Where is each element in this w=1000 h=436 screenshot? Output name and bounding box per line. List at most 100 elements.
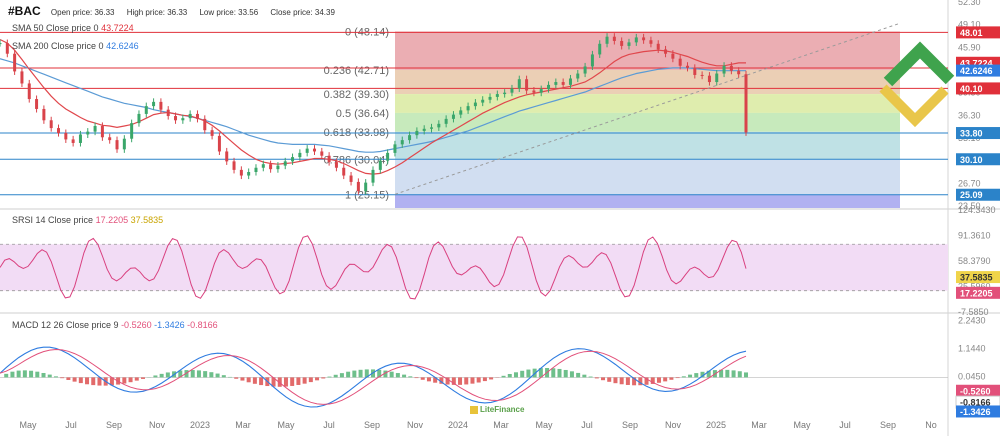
macd-tick-1: 1.1440 [958,343,986,353]
candle-body [598,43,602,55]
watermark-text: LiteFinance [480,405,525,414]
candle-body [261,164,265,168]
candle-body [57,128,61,134]
srsi-tag-1: 17.2205 [956,286,1000,299]
macd-hist-bar [383,370,388,378]
level-tag-5-text: 25.09 [960,190,983,200]
macd-hist-bar [308,377,313,383]
macd-hist-bar [78,377,83,384]
candle-body [437,123,441,128]
candle-body [254,167,258,172]
macd-hist-bar [35,371,40,378]
price-tick-7: 23.50 [958,201,981,211]
macd-hist-bar [625,377,630,385]
macd-hist-bar [513,372,518,378]
legend-macd: MACD 12 26 Close price 9 -0.5260 -1.3426… [12,320,218,330]
macd-hist-bar [669,377,674,380]
macd-hist-bar [737,371,742,378]
srsi-value-1: 17.2205 [95,215,129,225]
x-tick-20: Sep [880,420,896,430]
candle-body [13,53,17,72]
macd-hist-bar [327,376,332,378]
candle-body [510,88,514,93]
candle-body [27,83,31,100]
macd-hist-bar [482,377,487,382]
macd-hist-bar [744,372,748,378]
macd-hist-bar [66,377,71,380]
macd-hist-bar [650,377,655,384]
candle-body [671,53,675,59]
macd-hist-bar [464,377,469,385]
logo-chevron-yellow [879,84,949,128]
macd-hist-bar [489,377,494,380]
candle-body [188,113,192,119]
macd-hist-bar [601,377,606,381]
candle-body [568,78,572,85]
srsi-tag-bg [956,286,1000,299]
candle-body [144,106,148,114]
macd-hist-bar [613,377,618,384]
macd-hist-bar [470,377,475,384]
macd-hist-bar [694,373,699,378]
sma50-label: SMA 50 Close price 0 [12,23,99,33]
legend-sma200: SMA 200 Close price 0 42.6246 [12,41,139,51]
x-tick-6: May [277,420,295,430]
x-tick-5: Mar [235,420,251,430]
candle-body [42,108,46,121]
macd-hist-bar [563,369,568,378]
candle-body [0,43,2,45]
macd-hist-bar [663,377,668,382]
macd-hist-bar [588,376,593,378]
macd-hist-bar [41,372,46,378]
candle-body [473,102,477,107]
close-price: Close price: 34.39 [270,8,335,17]
srsi-line [0,235,747,300]
candle-body [152,101,156,107]
candle-body [408,135,412,141]
level-tag-2: 40.10 [956,82,1000,95]
x-tick-7: Jul [323,420,335,430]
macd-hist-bar [389,371,394,378]
level-tag-3: 33.80 [956,127,1000,140]
level-tag-5: 25.09 [956,188,1000,201]
logo-chevron-green [883,41,955,87]
candle-body [649,40,653,44]
macd-hist-bar [277,377,282,387]
candle-body [503,92,507,95]
x-tick-15: Nov [665,420,682,430]
x-tick-19: Jul [839,420,851,430]
candle-body [561,82,565,85]
macd-hist-bar [315,377,320,381]
macd-hist-bar [109,377,114,386]
candle-body [327,155,331,163]
macd-hist-bar [700,371,705,378]
macd-tag-bg [956,384,1000,397]
candle-body [517,79,521,89]
srsi-tick-2: 58.3790 [958,256,991,266]
macd-hist-bar [234,377,239,379]
candle-body [700,74,704,76]
macd-hist-bar [10,371,15,378]
price-tick-2: 45.90 [958,42,981,52]
candle-body [64,133,68,140]
candle-body [415,130,419,136]
level-tag-3-text: 33.80 [960,129,983,139]
x-tick-9: Nov [407,420,424,430]
candle-body [495,94,499,97]
candle-body [605,36,609,44]
candle-body [298,152,302,158]
x-tick-17: Mar [751,420,767,430]
macd-value-1: -0.5260 [121,320,152,330]
macd-line [0,346,747,408]
candle-body [400,140,404,145]
candle-body [130,123,134,139]
macd-hist-bar [47,374,52,378]
macd-tag-text: -0.5260 [960,386,991,396]
macd-hist-bar [551,368,556,378]
fib-label-3: 0.5 (36.64) [336,108,389,120]
macd-hist-bar [339,373,344,378]
macd-hist-bar [296,377,301,385]
macd-hist-bar [644,377,649,385]
candle-body [371,169,375,183]
